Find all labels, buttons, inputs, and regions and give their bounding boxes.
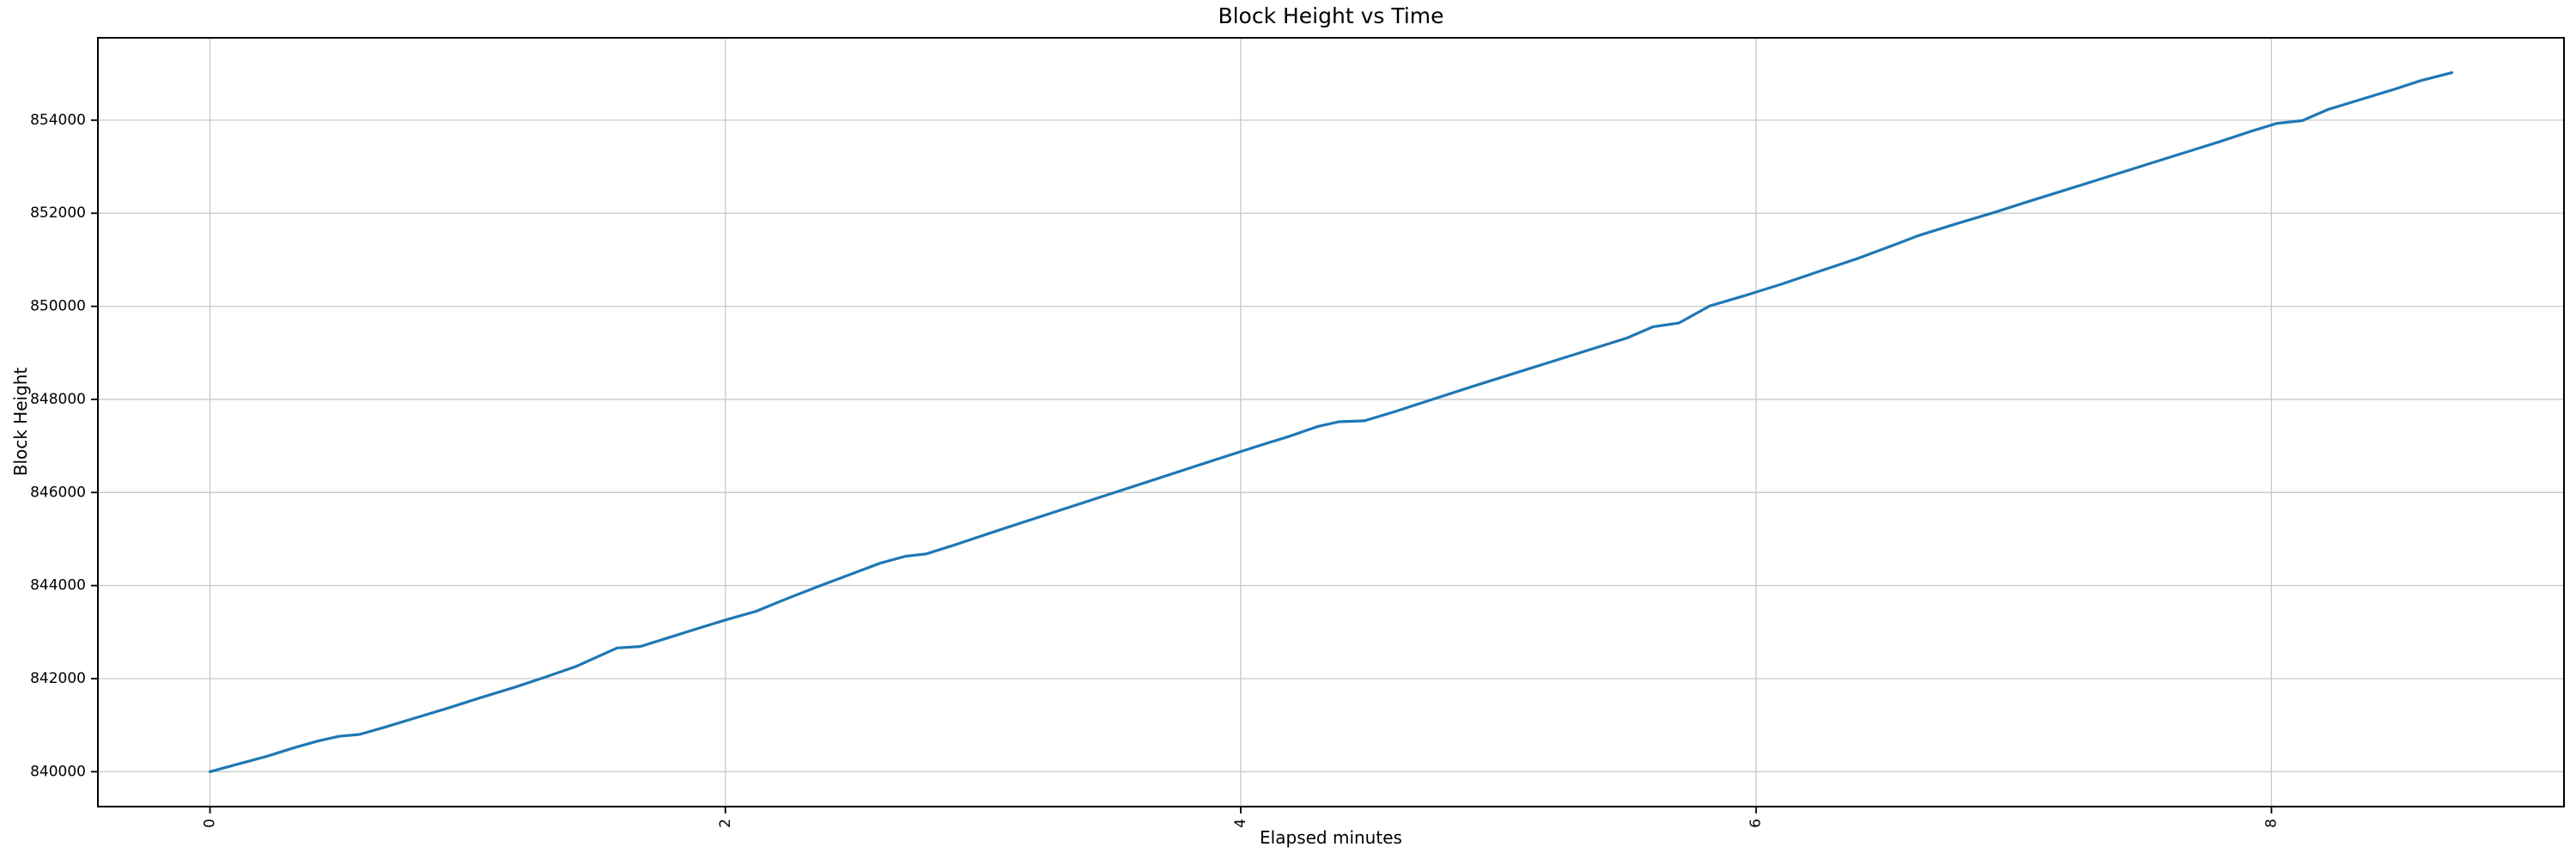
y-tick-label: 842000 (30, 670, 86, 687)
x-axis-label: Elapsed minutes (1260, 827, 1402, 848)
y-tick-label: 852000 (30, 204, 86, 222)
y-axis-label: Block Height (10, 367, 31, 477)
series-line-block-height (208, 71, 2454, 773)
y-tick-label: 848000 (30, 391, 86, 408)
y-tick-label: 846000 (30, 484, 86, 501)
y-tick-label: 854000 (30, 112, 86, 129)
y-tick-label: 850000 (30, 298, 86, 315)
y-tick-label: 844000 (30, 577, 86, 594)
x-tick-label: 6 (1747, 819, 1765, 828)
x-tick-label: 8 (2263, 819, 2280, 828)
x-tick-label: 2 (717, 819, 734, 828)
axes-frame (97, 37, 2565, 807)
chart-title: Block Height vs Time (1218, 3, 1444, 28)
y-tick-label: 840000 (30, 763, 86, 780)
x-tick-label: 0 (202, 819, 219, 828)
x-tick-label: 4 (1232, 819, 1249, 828)
